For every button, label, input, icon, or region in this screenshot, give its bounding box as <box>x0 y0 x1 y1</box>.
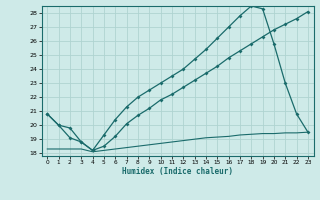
X-axis label: Humidex (Indice chaleur): Humidex (Indice chaleur) <box>122 167 233 176</box>
